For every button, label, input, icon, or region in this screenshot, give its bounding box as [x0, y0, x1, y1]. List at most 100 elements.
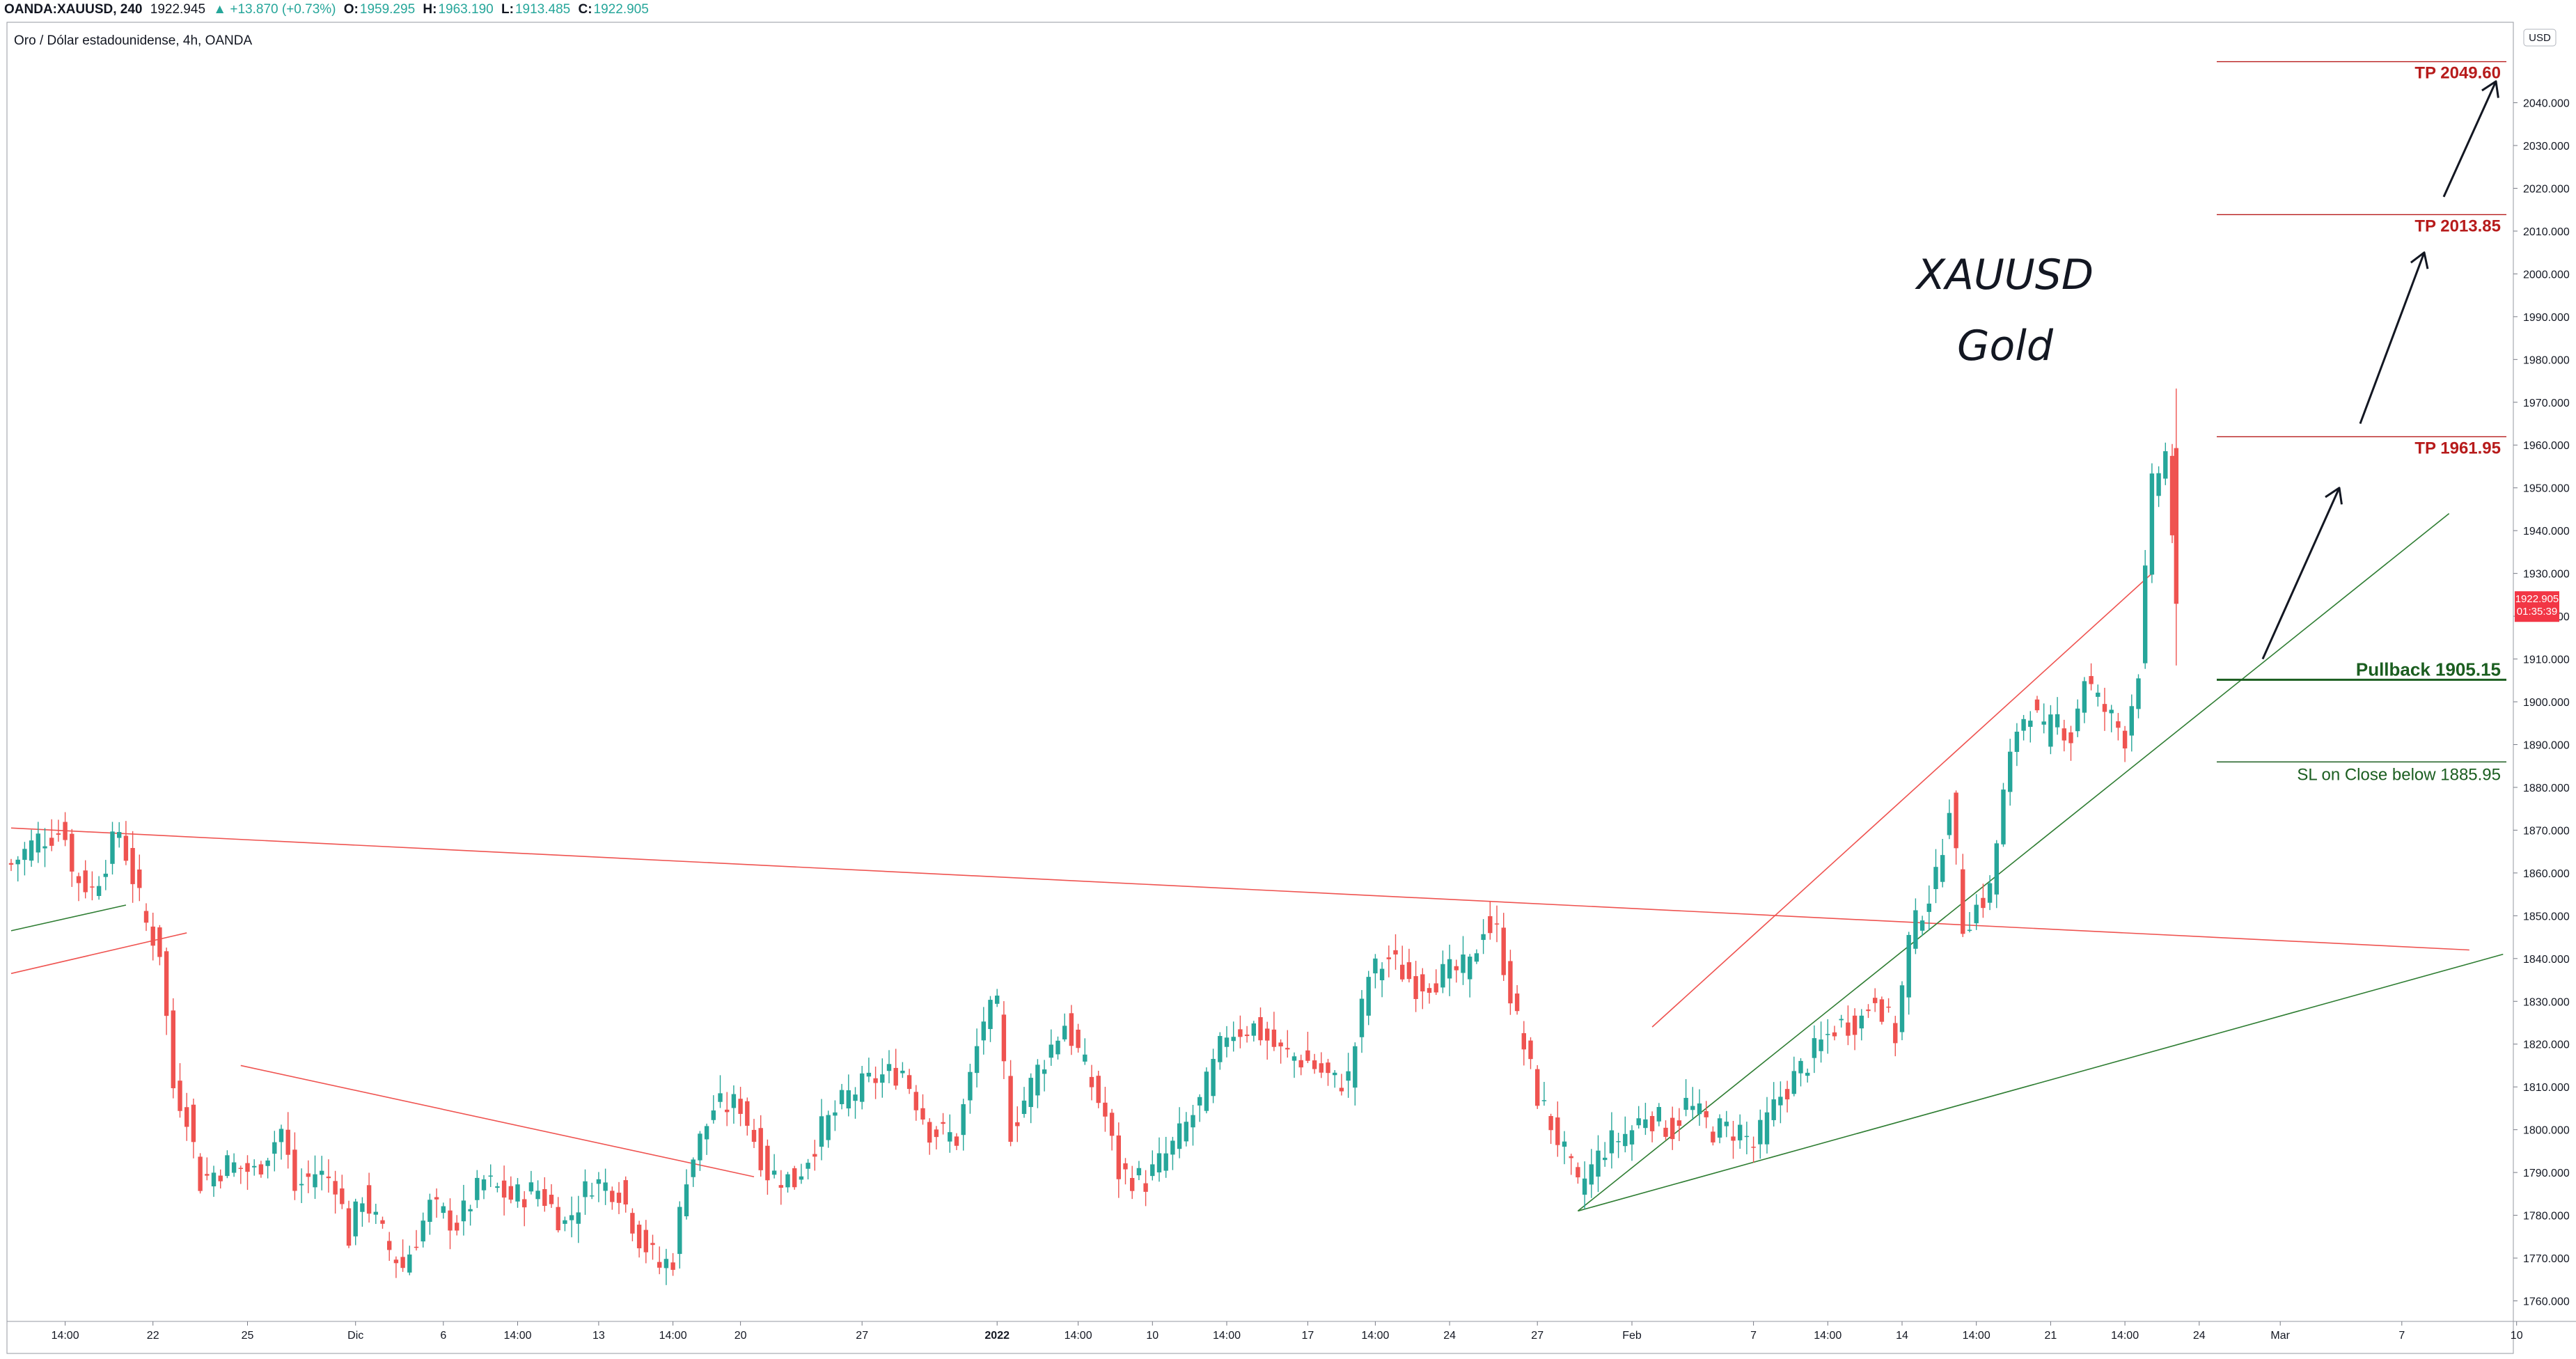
- projection-arrows: [2261, 80, 2499, 660]
- candle-body: [785, 1174, 790, 1188]
- candle-body: [96, 886, 102, 896]
- candle-body: [1015, 1122, 1020, 1126]
- y-tick-label: 1810.000: [2523, 1082, 2570, 1094]
- candle-body: [758, 1128, 763, 1170]
- candle-body: [704, 1126, 709, 1140]
- candle-body: [2174, 448, 2179, 604]
- candle-body: [1548, 1116, 1553, 1131]
- candle-body: [1454, 966, 1459, 971]
- candle-body: [1609, 1130, 1615, 1154]
- candle-body: [1508, 961, 1513, 1004]
- candle-body: [2055, 714, 2060, 728]
- x-tick-label: 10: [1146, 1330, 1159, 1342]
- candle-body: [1569, 1156, 1573, 1158]
- candle-body: [1555, 1117, 1560, 1145]
- candle-body: [751, 1129, 757, 1142]
- currency-button[interactable]: USD: [2523, 29, 2557, 47]
- trendlines: [10, 512, 2504, 1212]
- candle-body: [1353, 1046, 1358, 1088]
- candle-body: [738, 1099, 743, 1114]
- candle-body: [1488, 916, 1493, 934]
- candle-body: [1291, 1056, 1297, 1061]
- candle-body: [1879, 999, 1885, 1022]
- candle-body: [2116, 721, 2121, 728]
- candle-body: [893, 1067, 898, 1086]
- candle-body: [441, 1206, 446, 1213]
- candle-body: [455, 1223, 460, 1231]
- candle-body: [42, 846, 47, 849]
- candle-body: [826, 1115, 831, 1140]
- candle-body: [1001, 1014, 1007, 1062]
- y-tick-label: 1900.000: [2523, 697, 2570, 709]
- candle-body: [1576, 1167, 1580, 1178]
- candle-body: [698, 1133, 702, 1161]
- candle-body: [886, 1064, 892, 1071]
- candle-body: [1947, 812, 1952, 835]
- candle-body: [941, 1122, 945, 1124]
- candle-body: [2089, 676, 2094, 684]
- open-value: 1959.295: [359, 2, 416, 17]
- candle-body: [299, 1184, 304, 1186]
- candle-body: [643, 1230, 648, 1252]
- candle-body: [718, 1093, 723, 1102]
- candle-body: [846, 1090, 851, 1109]
- candle-body: [1778, 1097, 1783, 1106]
- candle-body: [2136, 678, 2141, 709]
- candle-body: [873, 1078, 878, 1083]
- y-tick-label: 1960.000: [2523, 440, 2570, 452]
- candle-body: [333, 1181, 338, 1195]
- candle-body: [1231, 1037, 1236, 1042]
- candle-body: [1629, 1130, 1635, 1145]
- candle-body: [1109, 1113, 1115, 1136]
- candle-body: [198, 1156, 203, 1191]
- symbol-name[interactable]: OANDA:XAUUSD, 240: [4, 2, 143, 17]
- arrow-line: [2442, 81, 2497, 198]
- x-tick-label: 25: [242, 1330, 254, 1342]
- candle-body: [913, 1092, 918, 1110]
- y-tick-label: 1910.000: [2523, 654, 2570, 666]
- y-tick-label: 1990.000: [2523, 312, 2570, 324]
- candle-body: [799, 1176, 804, 1180]
- candle-body: [1136, 1168, 1142, 1176]
- price-axis: 1760.000 1770.000 1780.000 1790.000 1800.000…: [2513, 30, 2570, 1307]
- candle-body: [792, 1168, 797, 1188]
- candle-body: [2001, 790, 2006, 845]
- x-tick-label: 10: [2511, 1330, 2523, 1342]
- candle-body: [448, 1210, 453, 1231]
- candle-body: [1177, 1123, 1182, 1149]
- symbol-watermark: XAUUSD Gold: [1915, 251, 2094, 370]
- candle-body: [1683, 1097, 1688, 1110]
- candle-body: [1906, 934, 1911, 998]
- y-tick-label: 1890.000: [2523, 739, 2570, 751]
- level-label: TP 2049.60: [2414, 64, 2501, 83]
- candle-body: [1420, 974, 1425, 992]
- open-label: O:: [343, 2, 359, 17]
- candle-body: [771, 1170, 777, 1175]
- candle-body: [1663, 1127, 1668, 1137]
- y-tick-label: 1970.000: [2523, 398, 2570, 409]
- candle-body: [1589, 1164, 1594, 1185]
- long-support-line: [1578, 953, 2504, 1212]
- big-title-name: Gold: [1957, 322, 2054, 370]
- candle-body: [630, 1213, 635, 1234]
- candle-body: [178, 1081, 182, 1111]
- candle-body: [1305, 1050, 1310, 1061]
- candle-body: [1798, 1060, 1803, 1074]
- candle-body: [1954, 792, 1958, 849]
- candle-body: [407, 1254, 412, 1273]
- last-price-tag: 1922.905 01:35:39: [2515, 591, 2559, 622]
- candle-body: [569, 1215, 574, 1220]
- y-tick-label: 2020.000: [2523, 183, 2570, 195]
- candle-body: [1413, 976, 1418, 999]
- candle-body: [1981, 897, 1986, 909]
- candle-body: [1366, 977, 1371, 1016]
- candle-body: [981, 1021, 986, 1041]
- candle-body: [1427, 988, 1432, 993]
- candle-body: [414, 1246, 419, 1248]
- y-tick-label: 1880.000: [2523, 783, 2570, 794]
- candle-body: [1967, 929, 1972, 931]
- candle-body: [522, 1199, 527, 1208]
- candle-body: [1386, 957, 1391, 959]
- candle-body: [1265, 1028, 1270, 1041]
